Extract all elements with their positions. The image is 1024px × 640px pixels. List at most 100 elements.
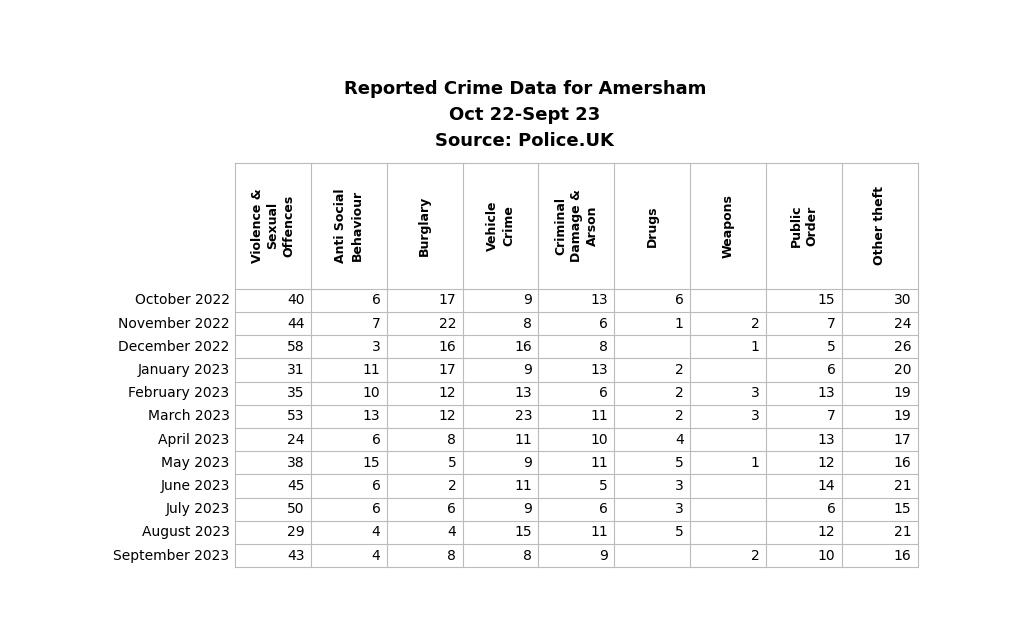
Text: 1: 1	[751, 456, 760, 470]
Text: Vehicle
Crime: Vehicle Crime	[486, 200, 515, 251]
Text: 15: 15	[362, 456, 381, 470]
Text: 38: 38	[287, 456, 304, 470]
Text: 5: 5	[447, 456, 457, 470]
Text: 9: 9	[523, 456, 532, 470]
Text: 3: 3	[675, 502, 684, 516]
Text: 53: 53	[287, 410, 304, 423]
Text: 6: 6	[599, 502, 608, 516]
Text: 8: 8	[523, 548, 532, 563]
Text: 50: 50	[287, 502, 304, 516]
Text: 15: 15	[894, 502, 911, 516]
Text: 16: 16	[514, 340, 532, 354]
Text: 7: 7	[372, 317, 381, 330]
Text: 13: 13	[590, 363, 608, 377]
Text: 5: 5	[675, 456, 684, 470]
Text: 7: 7	[826, 317, 836, 330]
Text: 16: 16	[894, 548, 911, 563]
Text: July 2023: July 2023	[165, 502, 229, 516]
Text: 6: 6	[372, 479, 381, 493]
Text: 8: 8	[447, 433, 457, 447]
Text: 2: 2	[751, 548, 760, 563]
Text: March 2023: March 2023	[147, 410, 229, 423]
Text: 10: 10	[362, 386, 381, 400]
Text: 44: 44	[287, 317, 304, 330]
Text: 13: 13	[590, 293, 608, 307]
Text: 4: 4	[675, 433, 684, 447]
Text: 6: 6	[675, 293, 684, 307]
Text: 4: 4	[372, 525, 381, 540]
Text: 6: 6	[599, 386, 608, 400]
Text: 21: 21	[894, 525, 911, 540]
Text: 3: 3	[675, 479, 684, 493]
Text: 8: 8	[447, 548, 457, 563]
Text: 29: 29	[287, 525, 304, 540]
Text: 12: 12	[818, 525, 836, 540]
Text: 5: 5	[599, 479, 608, 493]
Text: 15: 15	[818, 293, 836, 307]
Text: 13: 13	[818, 433, 836, 447]
Text: 24: 24	[287, 433, 304, 447]
Text: 3: 3	[751, 386, 760, 400]
Text: 14: 14	[818, 479, 836, 493]
Text: 13: 13	[514, 386, 532, 400]
Text: 15: 15	[514, 525, 532, 540]
Text: 11: 11	[590, 410, 608, 423]
Text: 22: 22	[439, 317, 457, 330]
Text: 11: 11	[362, 363, 381, 377]
Text: 19: 19	[894, 386, 911, 400]
Text: 11: 11	[590, 525, 608, 540]
Text: Drugs: Drugs	[646, 205, 658, 246]
Text: 4: 4	[372, 548, 381, 563]
Text: 17: 17	[894, 433, 911, 447]
Text: 2: 2	[675, 363, 684, 377]
Text: 5: 5	[826, 340, 836, 354]
Text: 35: 35	[287, 386, 304, 400]
Text: 6: 6	[372, 293, 381, 307]
Text: 6: 6	[447, 502, 457, 516]
Text: 26: 26	[894, 340, 911, 354]
Text: 5: 5	[675, 525, 684, 540]
Text: 23: 23	[515, 410, 532, 423]
Text: Criminal
Damage &
Arson: Criminal Damage & Arson	[554, 189, 599, 262]
Text: 43: 43	[287, 548, 304, 563]
Text: 6: 6	[372, 502, 381, 516]
Text: Anti Social
Behaviour: Anti Social Behaviour	[335, 189, 364, 263]
Text: 20: 20	[894, 363, 911, 377]
Text: 1: 1	[675, 317, 684, 330]
Text: 6: 6	[826, 502, 836, 516]
Text: Public
Order: Public Order	[790, 205, 818, 247]
Text: December 2022: December 2022	[118, 340, 229, 354]
Text: 24: 24	[894, 317, 911, 330]
Text: 21: 21	[894, 479, 911, 493]
Text: 3: 3	[751, 410, 760, 423]
Text: Weapons: Weapons	[722, 194, 734, 258]
Text: Violence &
Sexual
Offences: Violence & Sexual Offences	[251, 189, 296, 263]
Text: 16: 16	[438, 340, 457, 354]
Text: 11: 11	[514, 479, 532, 493]
Text: 1: 1	[751, 340, 760, 354]
Text: 8: 8	[523, 317, 532, 330]
Text: October 2022: October 2022	[134, 293, 229, 307]
Text: Other theft: Other theft	[873, 186, 886, 266]
Text: 6: 6	[599, 317, 608, 330]
Text: 19: 19	[894, 410, 911, 423]
Text: 11: 11	[590, 456, 608, 470]
Text: 17: 17	[438, 293, 457, 307]
Text: 9: 9	[523, 363, 532, 377]
Text: 45: 45	[287, 479, 304, 493]
Text: 9: 9	[523, 502, 532, 516]
Text: 7: 7	[826, 410, 836, 423]
Text: 9: 9	[599, 548, 608, 563]
Text: 58: 58	[287, 340, 304, 354]
Text: 10: 10	[818, 548, 836, 563]
Text: May 2023: May 2023	[162, 456, 229, 470]
Text: 2: 2	[751, 317, 760, 330]
Text: September 2023: September 2023	[114, 548, 229, 563]
Text: 13: 13	[362, 410, 381, 423]
Text: Reported Crime Data for Amersham
Oct 22-Sept 23
Source: Police.UK: Reported Crime Data for Amersham Oct 22-…	[344, 79, 706, 150]
Text: 10: 10	[590, 433, 608, 447]
Text: August 2023: August 2023	[141, 525, 229, 540]
Text: 4: 4	[447, 525, 457, 540]
Text: 9: 9	[523, 293, 532, 307]
Text: April 2023: April 2023	[159, 433, 229, 447]
